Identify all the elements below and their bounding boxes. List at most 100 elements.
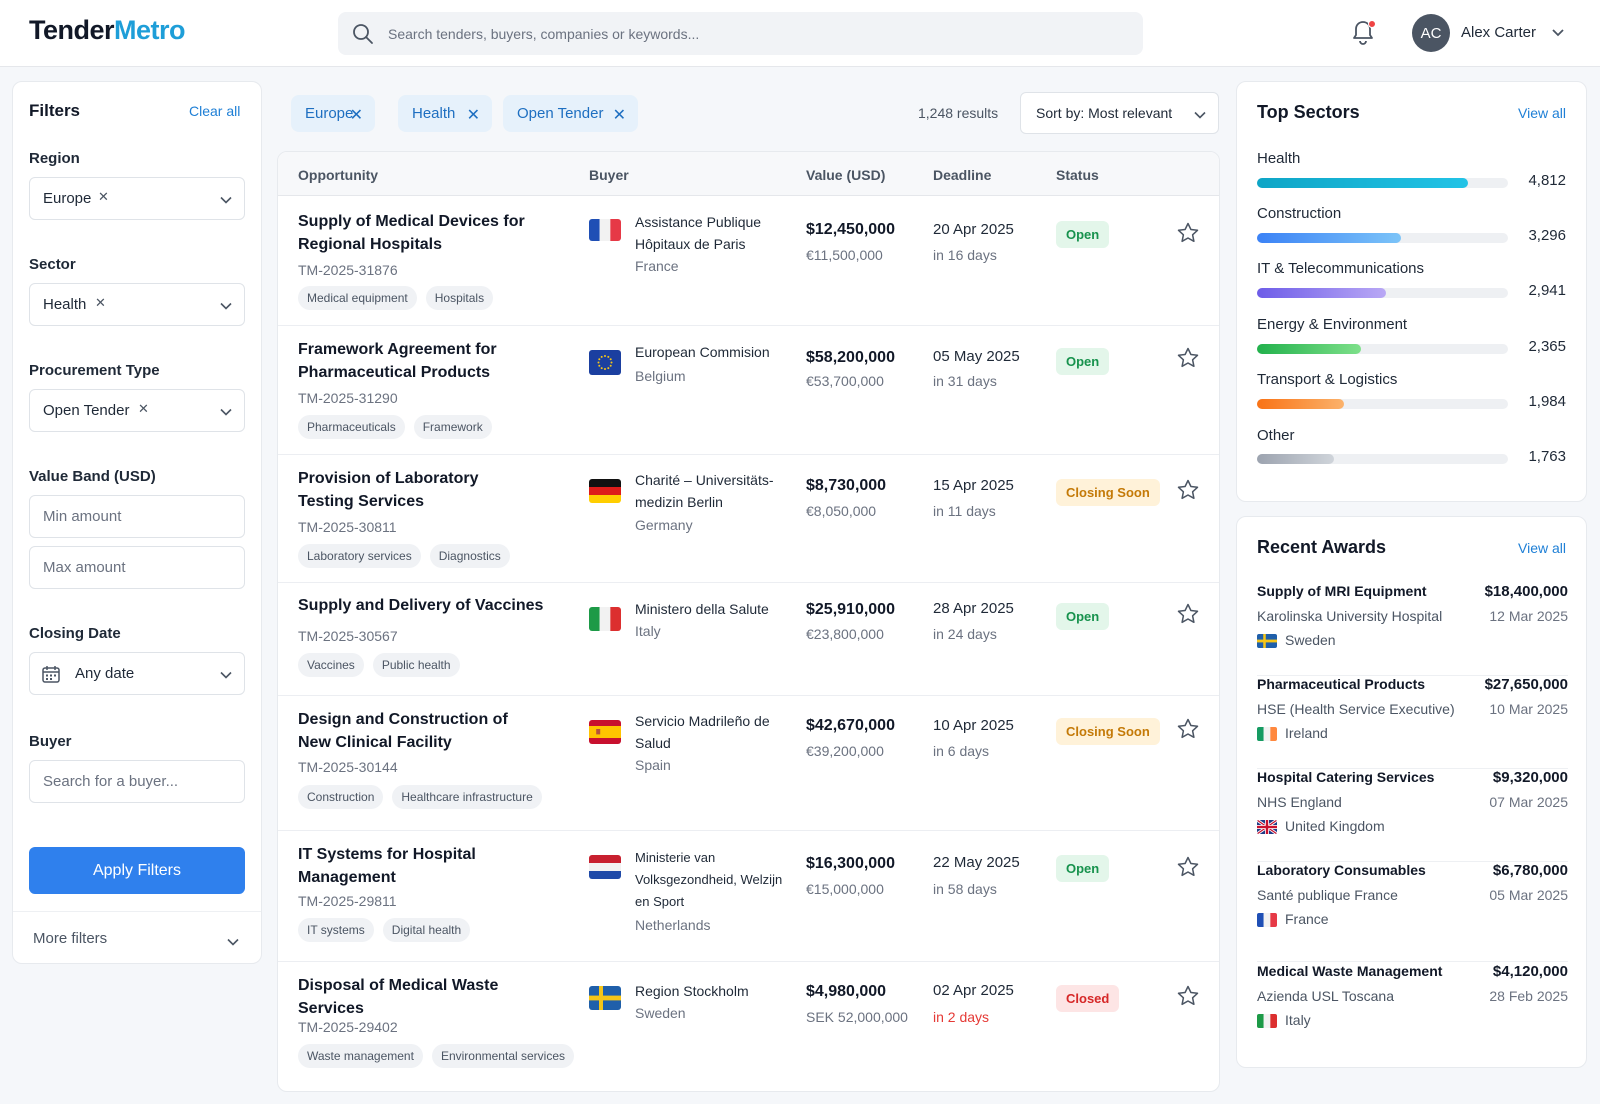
table-row[interactable]: Provision of Laboratory Testing Services…: [278, 455, 1219, 583]
view-all-sectors-link[interactable]: View all: [1518, 105, 1566, 121]
sector-name[interactable]: Construction: [1257, 205, 1342, 222]
award-title[interactable]: Medical Waste Management: [1257, 963, 1443, 979]
eu-flag-icon: [589, 350, 621, 375]
more-filters-label: More filters: [33, 930, 108, 947]
award-title[interactable]: Pharmaceutical Products: [1257, 676, 1426, 692]
star-icon[interactable]: [1176, 855, 1200, 879]
procurement-type-select[interactable]: Open Tender ✕: [29, 389, 245, 432]
region-select[interactable]: Europe ✕: [29, 177, 245, 220]
max-amount-field[interactable]: [29, 546, 245, 589]
remove-sector-icon[interactable]: ✕: [95, 295, 106, 310]
italy-flag-icon: [1257, 1014, 1277, 1028]
sector-name[interactable]: Other: [1257, 427, 1295, 444]
buyer-country: France: [635, 258, 679, 274]
opportunity-title[interactable]: Supply and Delivery of Vaccines: [298, 597, 544, 614]
star-icon[interactable]: [1176, 602, 1200, 626]
sector-bar-fill: [1257, 454, 1335, 464]
buyer-name[interactable]: Charité – Universitäts-medizin Berlin: [635, 472, 774, 510]
close-icon[interactable]: ✕: [349, 107, 363, 124]
filters-panel: Filters Clear all Region Europe ✕ Sector…: [12, 81, 262, 964]
chip-label: Europe: [305, 105, 354, 122]
active-filter-chip[interactable]: Europe ✕: [291, 95, 375, 132]
active-filter-chip[interactable]: Health ✕: [398, 95, 492, 132]
award-item[interactable]: Medical Waste Management $4,120,000 Azie…: [1257, 963, 1568, 1043]
closing-date-select[interactable]: Any date: [29, 652, 245, 695]
opportunity-title[interactable]: Disposal of Medical Waste Services: [298, 977, 499, 1017]
award-title[interactable]: Hospital Catering Services: [1257, 769, 1435, 785]
tag-list: Medical equipment Hospitals: [298, 286, 494, 310]
sector-name[interactable]: IT & Telecommunications: [1257, 260, 1425, 277]
star-icon[interactable]: [1176, 221, 1200, 245]
buyer-name[interactable]: Ministero della Salute: [635, 601, 769, 617]
award-item[interactable]: Pharmaceutical Products $27,650,000 HSE …: [1257, 676, 1568, 769]
sweden-flag-icon: [1257, 634, 1277, 648]
opportunity-title[interactable]: Framework Agreement for Pharmaceutical P…: [298, 341, 497, 381]
days-remaining: in 58 days: [933, 881, 997, 897]
star-icon[interactable]: [1176, 478, 1200, 502]
sector-name[interactable]: Energy & Environment: [1257, 316, 1408, 333]
view-all-awards-link[interactable]: View all: [1518, 540, 1566, 556]
column-header-deadline[interactable]: Deadline: [933, 167, 992, 183]
table-row[interactable]: Supply of Medical Devices for Regional H…: [278, 196, 1219, 326]
status-badge: Open: [1056, 855, 1110, 882]
award-value: $27,650,000: [1484, 676, 1568, 693]
star-icon[interactable]: [1176, 984, 1200, 1008]
opportunity-title[interactable]: Provision of Laboratory Testing Services: [298, 470, 479, 510]
table-row[interactable]: Framework Agreement for Pharmaceutical P…: [278, 326, 1219, 455]
opportunity-title[interactable]: Supply of Medical Devices for Regional H…: [298, 213, 525, 253]
min-amount-field[interactable]: [29, 495, 245, 538]
buyer-label: Buyer: [29, 733, 72, 750]
opportunity-id: TM-2025-31290: [298, 390, 398, 406]
tag-list: Construction Healthcare infrastructure: [298, 785, 542, 809]
global-search[interactable]: [338, 12, 1143, 55]
sector-count: 2,365: [1528, 338, 1566, 355]
column-header-opportunity[interactable]: Opportunity: [298, 167, 379, 183]
notifications-button[interactable]: [1350, 18, 1378, 48]
search-input[interactable]: [388, 12, 1128, 55]
close-icon[interactable]: ✕: [612, 107, 626, 124]
remove-region-icon[interactable]: ✕: [98, 189, 109, 204]
opportunity-title[interactable]: Design and Construction of New Clinical …: [298, 711, 508, 751]
chevron-down-icon[interactable]: [1551, 26, 1565, 40]
clear-all-link[interactable]: Clear all: [189, 103, 241, 119]
award-title[interactable]: Supply of MRI Equipment: [1257, 583, 1427, 599]
award-item[interactable]: Laboratory Consumables $6,780,000 Santé …: [1257, 862, 1568, 962]
award-item[interactable]: Hospital Catering Services $9,320,000 NH…: [1257, 769, 1568, 862]
sector-bar-fill: [1257, 288, 1386, 298]
table-row[interactable]: Design and Construction of New Clinical …: [278, 696, 1219, 831]
table-row[interactable]: Supply and Delivery of Vaccines TM-2025-…: [278, 583, 1219, 696]
remove-procurement-icon[interactable]: ✕: [138, 401, 149, 416]
award-item[interactable]: Supply of MRI Equipment $18,400,000 Karo…: [1257, 583, 1568, 676]
opportunity-title[interactable]: IT Systems for Hospital Management: [298, 846, 476, 886]
buyer-name[interactable]: Ministerie van Volksgezondheid, Welzijn …: [635, 850, 783, 909]
buyer-name[interactable]: European Commision: [635, 344, 770, 360]
tag: IT systems: [298, 918, 374, 942]
sector-name[interactable]: Transport & Logistics: [1257, 371, 1398, 388]
buyer-name[interactable]: Assistance Publique Hôpitaux de Paris: [635, 214, 762, 252]
apply-filters-button[interactable]: Apply Filters: [29, 847, 245, 894]
star-icon[interactable]: [1176, 717, 1200, 741]
buyer-name[interactable]: Servicio Madrileño de Salud: [635, 713, 770, 751]
column-header-value[interactable]: Value (USD): [806, 167, 886, 183]
sector-select[interactable]: Health ✕: [29, 283, 245, 326]
award-title[interactable]: Laboratory Consumables: [1257, 862, 1426, 878]
app-logo[interactable]: TenderMetro: [29, 15, 186, 46]
star-icon[interactable]: [1176, 346, 1200, 370]
table-row[interactable]: IT Systems for Hospital Management TM-20…: [278, 831, 1219, 962]
active-filter-chip[interactable]: Open Tender ✕: [503, 95, 638, 132]
sector-bar-fill: [1257, 233, 1402, 243]
buyer-name[interactable]: Region Stockholm: [635, 983, 749, 999]
opportunity-id: TM-2025-31876: [298, 262, 398, 278]
award-country: Ireland: [1285, 725, 1328, 741]
buyer-search-input[interactable]: [29, 760, 245, 803]
avatar[interactable]: AC: [1412, 14, 1450, 52]
more-filters-toggle[interactable]: More filters: [13, 911, 261, 964]
column-header-buyer[interactable]: Buyer: [589, 167, 629, 183]
sort-dropdown[interactable]: Sort by: Most relevant: [1020, 92, 1219, 134]
award-value: $4,120,000: [1492, 963, 1568, 980]
table-row[interactable]: Disposal of Medical Waste Services TM-20…: [278, 962, 1219, 1091]
user-name[interactable]: Alex Carter: [1461, 24, 1537, 41]
sector-name[interactable]: Health: [1257, 150, 1301, 167]
close-icon[interactable]: ✕: [466, 107, 480, 124]
column-header-status[interactable]: Status: [1056, 167, 1099, 183]
